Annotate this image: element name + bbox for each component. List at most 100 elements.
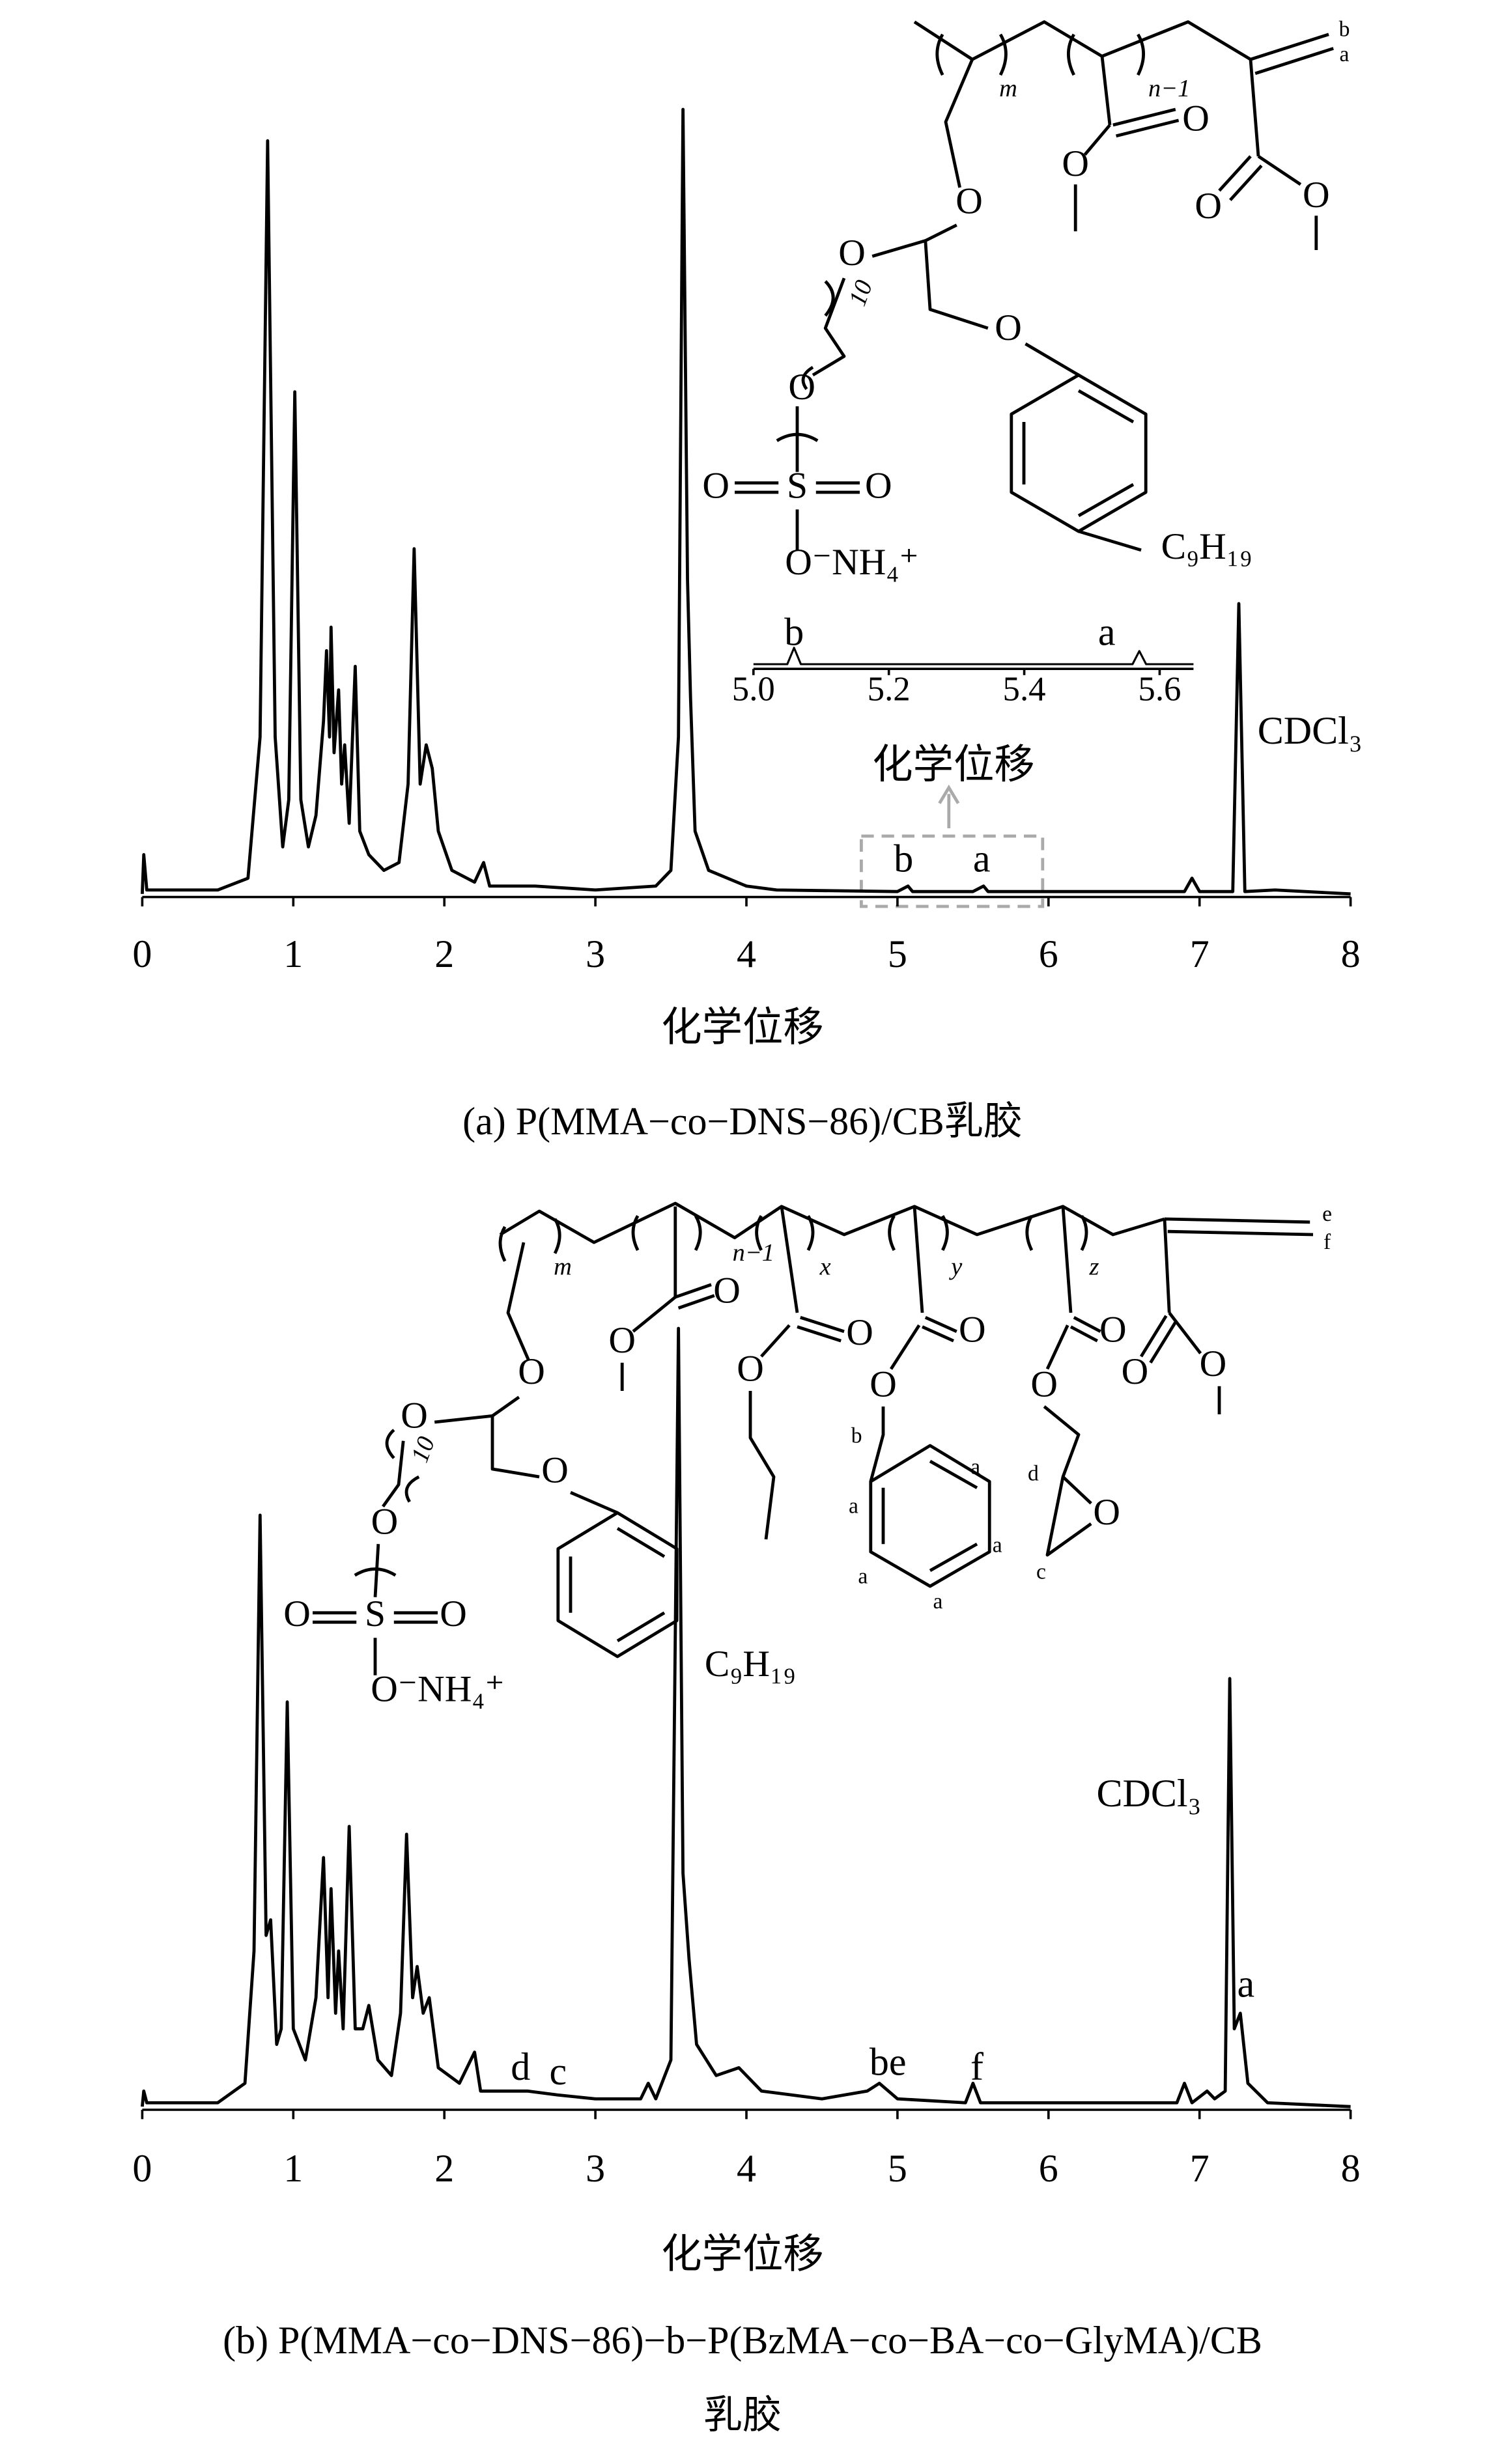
label: a (858, 1565, 868, 1589)
label: x (819, 1253, 831, 1281)
x-tick-label: 7 (1190, 2147, 1210, 2190)
x-tick-label: 5.0 (732, 670, 775, 708)
atom: O (713, 1270, 741, 1311)
peak-label: b (784, 611, 804, 654)
zoom-arrow (938, 784, 960, 828)
caption: (b) P(MMA−co−DNS−86)−b−P(BzMA−co−BA−co−G… (223, 2319, 1262, 2362)
x-axis-title: 化学位移 (872, 742, 1035, 787)
peak-label: a (1237, 1963, 1254, 2006)
x-tick-label: 3 (586, 932, 605, 975)
peak-label: be (870, 2041, 907, 2084)
atom: O (1182, 98, 1210, 139)
atom: S (365, 1593, 386, 1634)
x-tick-label: 4 (737, 2147, 756, 2190)
atom: O (401, 1395, 428, 1436)
x-tick-label: 1 (283, 932, 303, 975)
x-axis-title: 化学位移 (661, 1005, 824, 1050)
atom: O (1030, 1364, 1058, 1405)
x-axis-title: 化学位移 (661, 2232, 824, 2276)
x-tick-label: 5.4 (1003, 670, 1046, 708)
atom: O (1093, 1492, 1120, 1533)
atom: C₉H₁₉ (705, 1644, 796, 1685)
structure-a-labels: m n−1 b a O O O O O O 10 O O S O O O⁻NH₄… (702, 18, 1350, 583)
atom: O (1122, 1351, 1149, 1392)
atom: O (608, 1320, 636, 1361)
atom: O (1062, 143, 1089, 184)
atom: O (995, 307, 1022, 348)
structure-a-bonds (735, 20, 1334, 552)
spectrum-line (141, 107, 1351, 896)
atom: O (788, 367, 815, 408)
x-tick-label: 5 (888, 2147, 907, 2190)
peak-label: b (894, 837, 913, 880)
x-tick-label: 2 (434, 2147, 454, 2190)
spectrum-line (141, 1326, 1351, 2108)
label: 10 (406, 1433, 441, 1466)
caption: (a) P(MMA−co−DNS−86)/CB乳胶 (462, 1100, 1023, 1143)
label: c (1036, 1560, 1046, 1584)
x-tick-label: 6 (1039, 932, 1058, 975)
x-tick-label: 5.2 (868, 670, 911, 708)
label: a (1340, 42, 1350, 66)
atom: O (955, 181, 983, 222)
label: e (1322, 1202, 1332, 1226)
x-tick-label: 5.6 (1138, 670, 1181, 708)
atom: O (959, 1309, 986, 1350)
atom: O⁻NH₄⁺ (785, 542, 919, 583)
atom: O (737, 1348, 764, 1389)
atom: O (702, 465, 729, 506)
label: n−1 (1148, 75, 1190, 102)
label: y (948, 1253, 963, 1281)
x-tick-label: 2 (434, 932, 454, 975)
zoom-box (860, 834, 1045, 908)
x-tick-label: 8 (1341, 2147, 1361, 2190)
atom: S (787, 465, 808, 506)
peak-label: CDCl₃ (1097, 1772, 1202, 1815)
peak-label: CDCl₃ (1258, 709, 1363, 752)
x-tick-label: 4 (737, 932, 756, 975)
label: a (970, 1455, 980, 1479)
peak-label: a (1098, 611, 1116, 654)
atom: O (371, 1502, 399, 1543)
x-tick-label: 8 (1341, 932, 1361, 975)
label: d (1028, 1461, 1039, 1485)
label: a (849, 1494, 858, 1519)
atom: O (1099, 1309, 1127, 1350)
x-tick-label: 1 (283, 2147, 303, 2190)
atom: C₉H₁₉ (1161, 526, 1252, 567)
atom: O (518, 1351, 545, 1392)
peak-label: f (970, 2045, 983, 2088)
structure-b-labels: m n−1 x y z e f O O O O 10 O O S O O O⁻N… (283, 1202, 1332, 1710)
atom: O (541, 1449, 569, 1491)
label: m (554, 1253, 572, 1281)
peak-label: d (511, 2045, 530, 2088)
x-tick-label: 5 (888, 932, 907, 975)
atom: O (870, 1364, 897, 1405)
atom: O (1303, 175, 1330, 216)
peak-label: c (549, 2050, 567, 2093)
atom: O (1195, 186, 1222, 227)
label: a (933, 1589, 943, 1614)
atom: O⁻NH₄⁺ (371, 1668, 505, 1709)
atom: O (865, 465, 892, 506)
structure-b-bonds (313, 1201, 1314, 1675)
x-tick-label: 3 (586, 2147, 605, 2190)
label: b (851, 1424, 862, 1448)
label: n−1 (733, 1239, 774, 1267)
x-tick-label: 7 (1190, 932, 1210, 975)
atom: O (838, 232, 866, 273)
x-tick-label: 0 (132, 932, 152, 975)
atom: O (846, 1312, 873, 1353)
label: f (1323, 1230, 1331, 1254)
caption: 乳胶 (703, 2394, 782, 2437)
label: 10 (844, 277, 879, 309)
atom: O (440, 1593, 467, 1634)
x-tick-label: 6 (1039, 2147, 1058, 2190)
x-tick-label: 0 (132, 2147, 152, 2190)
atom: O (1200, 1343, 1227, 1384)
spectrum-line (753, 647, 1194, 665)
label: z (1089, 1253, 1099, 1281)
atom: O (283, 1593, 311, 1634)
